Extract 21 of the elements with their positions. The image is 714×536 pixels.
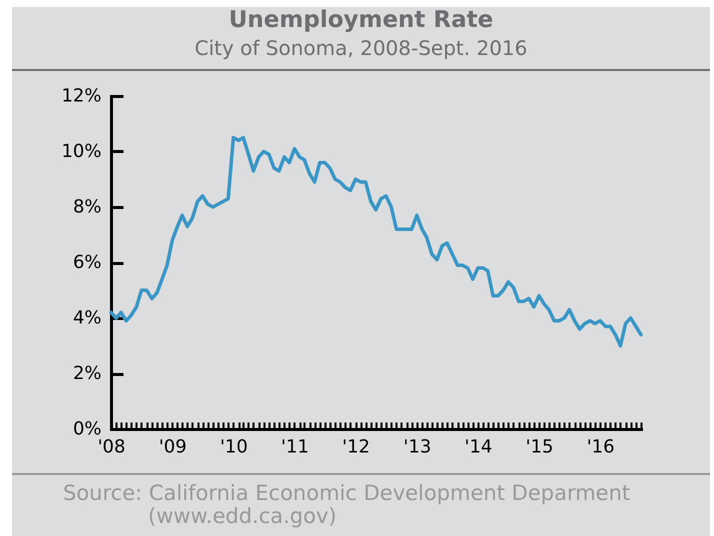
y-tick-label: 0%	[72, 418, 102, 440]
chart-subtitle: City of Sonoma, 2008-Sept. 2016	[194, 36, 528, 60]
x-tick-label: '15	[526, 436, 554, 458]
y-tick-label: 4%	[72, 308, 102, 328]
x-tick-label: '16	[586, 436, 615, 458]
y-tick-label: 6%	[72, 252, 102, 273]
x-tick-label: '14	[464, 436, 492, 458]
x-tick-label: '09	[158, 436, 187, 458]
y-tick-label: 2%	[72, 363, 102, 384]
x-tick-label: '13	[403, 436, 432, 458]
source-note: Source: California Economic Development Deparment	[63, 481, 630, 505]
line-series	[109, 136, 643, 348]
x-tick-label: '12	[342, 436, 370, 458]
x-tick-label: '11	[281, 436, 309, 458]
x-tick-label: '10	[220, 436, 248, 458]
x-tick-label: '08	[98, 436, 126, 458]
text: (www.edd.ca.gov)	[148, 504, 337, 528]
y-tick-label: 10%	[61, 141, 102, 162]
y-tick-label: 8%	[72, 196, 102, 218]
chart-title: Unemployment Rate	[228, 7, 494, 33]
y-tick-label: 12%	[61, 86, 102, 106]
